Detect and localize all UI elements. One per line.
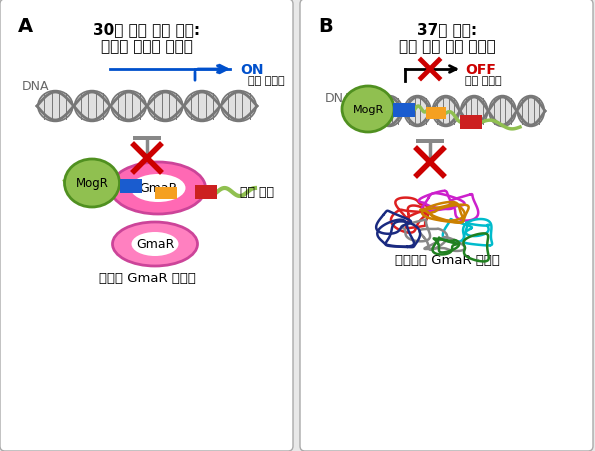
Ellipse shape bbox=[111, 92, 146, 122]
Ellipse shape bbox=[518, 97, 544, 127]
Bar bbox=[426, 108, 446, 120]
Text: MogR: MogR bbox=[76, 177, 108, 190]
Ellipse shape bbox=[489, 97, 516, 127]
FancyBboxPatch shape bbox=[0, 0, 293, 451]
Bar bbox=[155, 188, 177, 199]
Text: OFF: OFF bbox=[465, 63, 496, 77]
Text: 액틴 중합 기반 운동성: 액틴 중합 기반 운동성 bbox=[399, 39, 496, 54]
Text: 기능적 GmaR 단량체: 기능적 GmaR 단량체 bbox=[99, 272, 195, 285]
FancyBboxPatch shape bbox=[300, 0, 593, 451]
Bar bbox=[120, 179, 142, 193]
Text: MogR: MogR bbox=[352, 105, 384, 115]
Text: B: B bbox=[318, 17, 333, 36]
Ellipse shape bbox=[433, 97, 459, 127]
Ellipse shape bbox=[111, 163, 205, 215]
Text: 비정상적 GmaR 응집체: 비정상적 GmaR 응집체 bbox=[394, 253, 499, 267]
Ellipse shape bbox=[148, 92, 183, 122]
Ellipse shape bbox=[64, 160, 120, 207]
Text: 편모를 이용한 운동성: 편모를 이용한 운동성 bbox=[101, 39, 193, 54]
Ellipse shape bbox=[221, 92, 256, 122]
Text: 이중 결합: 이중 결합 bbox=[240, 185, 274, 198]
Bar bbox=[393, 104, 415, 118]
Text: DNA: DNA bbox=[325, 92, 352, 105]
Bar bbox=[416, 140, 444, 144]
Text: GmaR: GmaR bbox=[136, 238, 174, 251]
Text: ON: ON bbox=[240, 63, 264, 77]
Ellipse shape bbox=[130, 175, 186, 202]
Ellipse shape bbox=[461, 97, 488, 127]
Bar bbox=[195, 186, 217, 199]
Text: 편모 유전자: 편모 유전자 bbox=[465, 76, 502, 86]
Text: GmaR: GmaR bbox=[139, 182, 177, 195]
Ellipse shape bbox=[131, 232, 178, 257]
Ellipse shape bbox=[74, 92, 109, 122]
Text: DNA: DNA bbox=[22, 80, 49, 93]
Text: 37도 체내:: 37도 체내: bbox=[417, 22, 477, 37]
Ellipse shape bbox=[375, 97, 403, 127]
Ellipse shape bbox=[112, 222, 198, 267]
Text: 편모 유전자: 편모 유전자 bbox=[248, 76, 284, 86]
Ellipse shape bbox=[38, 92, 73, 122]
Ellipse shape bbox=[342, 87, 394, 133]
Text: 30도 이하 체외 환경:: 30도 이하 체외 환경: bbox=[93, 22, 201, 37]
Text: A: A bbox=[18, 17, 33, 36]
Ellipse shape bbox=[184, 92, 220, 122]
Bar bbox=[460, 116, 482, 130]
Bar bbox=[133, 137, 161, 141]
Ellipse shape bbox=[404, 97, 431, 127]
